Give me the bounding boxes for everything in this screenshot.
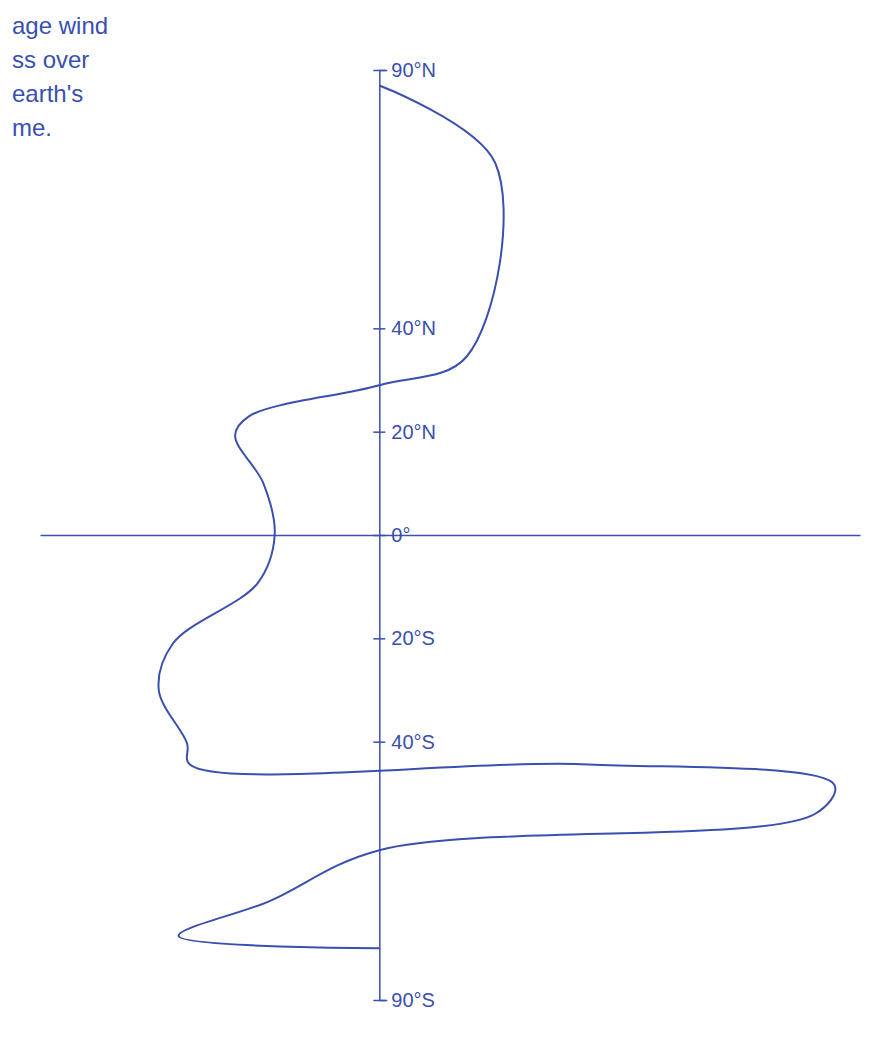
x-axis xyxy=(41,535,861,536)
tick: 20°N xyxy=(373,421,436,443)
tick-mark xyxy=(373,328,385,330)
tick-mark xyxy=(373,1000,385,1002)
tick-mark xyxy=(373,638,385,640)
tick-label: 90°S xyxy=(391,989,435,1011)
annotation: ss over xyxy=(12,46,89,73)
tick: 20°S xyxy=(373,627,435,649)
tick-label: 20°N xyxy=(391,421,436,443)
annotation: me. xyxy=(12,114,52,141)
tick-label: 0° xyxy=(391,524,410,546)
tick-mark xyxy=(373,535,385,537)
annotation: earth's xyxy=(12,80,83,107)
y-axis: 90°N 40°N 20°N 0° 20°S 40°S 90°S xyxy=(373,59,436,1011)
tick: 0° xyxy=(373,524,410,546)
annotations: age wind ss over earth's me. xyxy=(12,12,108,141)
tick-mark xyxy=(373,431,385,433)
x-axis-line xyxy=(41,535,861,537)
annotation: age wind xyxy=(12,12,108,39)
chart: age wind ss over earth's me. 90°N 40°N 20°N 0° 2… xyxy=(0,0,874,1043)
tick: 40°S xyxy=(373,731,435,753)
tick: 90°S xyxy=(373,989,435,1011)
plot-area xyxy=(158,86,835,949)
wind-curve xyxy=(158,86,835,949)
tick: 40°N xyxy=(373,317,436,339)
tick: 90°N xyxy=(373,59,436,81)
tick-label: 40°S xyxy=(391,731,435,753)
tick-mark xyxy=(373,70,385,72)
tick-label: 20°S xyxy=(391,627,435,649)
tick-mark xyxy=(373,741,385,743)
tick-label: 90°N xyxy=(391,59,436,81)
tick-label: 40°N xyxy=(391,317,436,339)
